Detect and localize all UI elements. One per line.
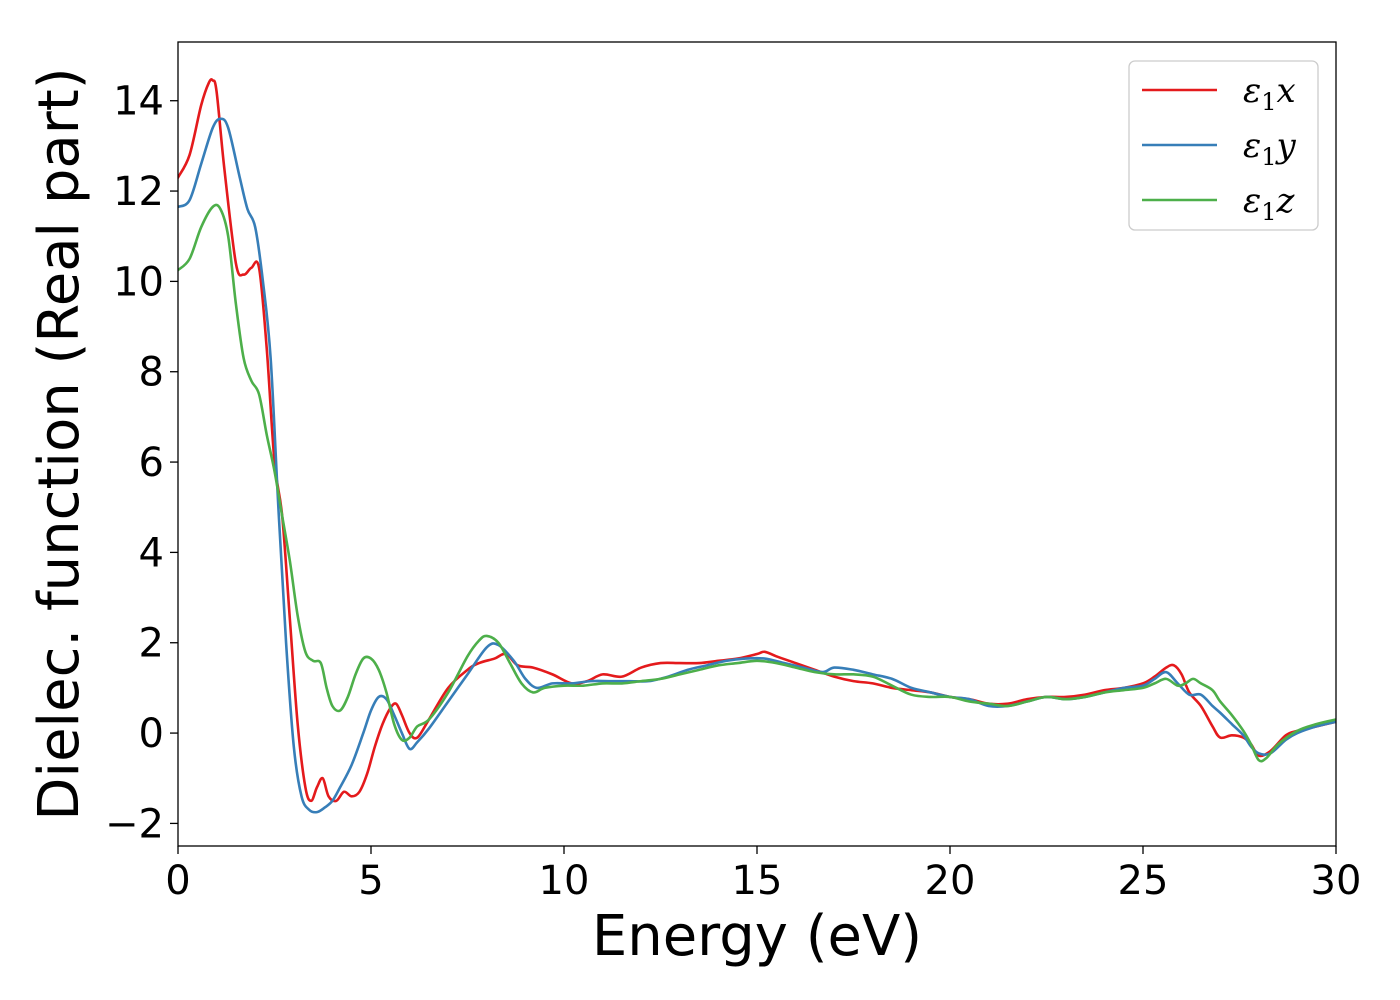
y-axis-title: Dielec. function (Real part) — [27, 67, 92, 820]
y-tick-label: 4 — [139, 530, 164, 576]
y-tick-label: 10 — [113, 259, 164, 305]
y-tick-label: 2 — [139, 621, 164, 667]
y-tick-label: 8 — [139, 350, 164, 396]
y-tick-label: −2 — [105, 801, 164, 847]
x-tick-label: 25 — [1118, 858, 1169, 904]
legend-label-main: ε — [1243, 126, 1261, 166]
legend-box — [1128, 60, 1319, 231]
y-tick-label: 12 — [113, 169, 164, 215]
x-axis-title: Energy (eV) — [592, 904, 922, 969]
series-layer — [178, 78, 1336, 814]
y-tick-label: 0 — [139, 711, 164, 757]
y-tick-label: 14 — [113, 79, 164, 125]
legend-label-main: ε — [1243, 181, 1261, 221]
legend-label-main: ε — [1243, 71, 1261, 111]
x-tick-label: 5 — [358, 858, 383, 904]
legend-label-subscript: 1 — [1261, 143, 1276, 171]
series-line-z — [178, 203, 1336, 763]
x-tick-label: 15 — [732, 858, 783, 904]
x-tick-label: 30 — [1311, 858, 1362, 904]
legend-label-suffix: z — [1276, 181, 1296, 221]
x-tick-label: 10 — [539, 858, 590, 904]
legend-label-x: ε1x — [1243, 71, 1296, 116]
x-tick-label: 0 — [165, 858, 190, 904]
y-tick-label: 6 — [139, 440, 164, 486]
legend-label-subscript: 1 — [1261, 198, 1276, 226]
legend-label-z: ε1z — [1243, 181, 1296, 226]
legend-label-suffix: x — [1277, 71, 1296, 111]
legend-label-suffix: y — [1275, 126, 1297, 166]
series-line-x — [178, 78, 1336, 803]
legend-label-y: ε1y — [1243, 126, 1297, 171]
x-tick-label: 20 — [925, 858, 976, 904]
legend-label-subscript: 1 — [1261, 88, 1276, 116]
